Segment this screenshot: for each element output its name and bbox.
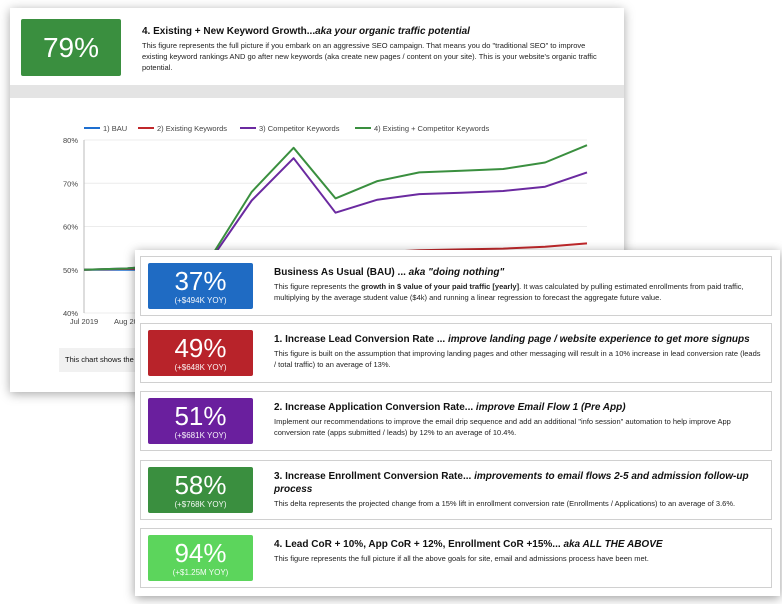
scenario-row-enrollment-conversion: 58% (+$768K YOY) 3. Increase Enrollment … <box>140 460 772 520</box>
scenario-title-main: 1. Increase Lead Conversion Rate ... <box>274 334 448 345</box>
scenario-text: 2. Increase Application Conversion Rate.… <box>274 401 764 438</box>
x-tick-label: Jul 2019 <box>70 317 98 326</box>
y-tick-label: 80% <box>63 136 78 145</box>
legend-label: 4) Existing + Competitor Keywords <box>374 124 490 133</box>
percent-badge: 79% <box>21 19 121 76</box>
percent-badge: 58% (+$768K YOY) <box>148 467 253 513</box>
scenario-title-emphasis: improve landing page / website experienc… <box>447 334 750 345</box>
scenario-row-lead-conversion: 49% (+$648K YOY) 1. Increase Lead Conver… <box>140 323 772 383</box>
scenario-title-main: 3. Increase Enrollment Conversion Rate..… <box>274 471 475 482</box>
scenario-title: 4. Lead CoR + 10%, App CoR + 12%, Enroll… <box>274 538 764 551</box>
scenario-title-main: 4. Lead CoR + 10%, App CoR + 12%, Enroll… <box>274 539 564 550</box>
scenario-description: This figure represents the full picture … <box>274 554 649 563</box>
scenario-title-main: 2. Increase Application Conversion Rate.… <box>274 402 476 413</box>
scenario-title-emphasis: aka ALL THE ABOVE <box>563 539 663 550</box>
scenario-description: This figure represents the growth in $ v… <box>274 281 764 303</box>
percent-value: 49% <box>174 333 227 363</box>
y-tick-label: 60% <box>63 223 78 232</box>
divider-strip <box>10 85 624 98</box>
scenario-row-all-above: 94% (+$1.25M YOY) 4. Lead CoR + 10%, App… <box>140 528 772 588</box>
scenario-row-bau: 37% (+$494K YOY) Business As Usual (BAU)… <box>140 256 772 316</box>
scenario-title: Business As Usual (BAU) ... aka "doing n… <box>274 266 764 279</box>
scenario-text: 1. Increase Lead Conversion Rate ... imp… <box>274 333 764 370</box>
legend-label: 1) BAU <box>103 124 127 133</box>
yoy-value: (+$494K YOY) <box>174 296 227 305</box>
card-header: 79% 4. Existing + New Keyword Growth...a… <box>10 8 624 86</box>
percent-value: 79% <box>42 32 100 63</box>
yoy-value: (+$681K YOY) <box>174 431 227 440</box>
percent-badge: 37% (+$494K YOY) <box>148 263 253 309</box>
x-tick-label: Aug 20 <box>114 317 138 326</box>
scenario-title-emphasis: aka "doing nothing" <box>408 267 505 278</box>
yoy-value: (+$1.25M YOY) <box>172 568 229 577</box>
scenario-title: 1. Increase Lead Conversion Rate ... imp… <box>274 333 764 346</box>
scenario-title-main: Business As Usual (BAU) ... <box>274 267 409 278</box>
percent-value: 51% <box>174 401 227 431</box>
scenario-row-application-conversion: 51% (+$681K YOY) 2. Increase Application… <box>140 391 772 451</box>
scenario-description: This delta represents the projected chan… <box>274 499 736 508</box>
legend-label: 3) Competitor Keywords <box>259 124 340 133</box>
scenario-description: This figure is built on the assumption t… <box>274 349 761 369</box>
yoy-value: (+$648K YOY) <box>174 363 227 372</box>
yoy-value: (+$768K YOY) <box>174 500 227 509</box>
percent-value: 94% <box>174 538 227 568</box>
card-title-main: 4. Existing + New Keyword Growth... <box>142 26 316 37</box>
percent-value: 37% <box>174 266 227 296</box>
scenario-title: 2. Increase Application Conversion Rate.… <box>274 401 764 414</box>
card-text: 4. Existing + New Keyword Growth...aka y… <box>142 25 612 73</box>
desc-part: . It was calculated by pulling estimated… <box>274 282 744 302</box>
y-tick-label: 50% <box>63 266 78 275</box>
scenario-text: 3. Increase Enrollment Conversion Rate..… <box>274 470 764 509</box>
scenarios-panel: 37% (+$494K YOY) Business As Usual (BAU)… <box>135 250 780 596</box>
card-description: This figure represents the full picture … <box>142 41 597 72</box>
percent-value: 58% <box>174 470 227 500</box>
percent-badge: 94% (+$1.25M YOY) <box>148 535 253 581</box>
percent-badge: 49% (+$648K YOY) <box>148 330 253 376</box>
legend-label: 2) Existing Keywords <box>157 124 227 133</box>
desc-bold: growth in $ value of your paid traffic [… <box>361 282 520 291</box>
y-tick-label: 40% <box>63 309 78 318</box>
scenario-text: Business As Usual (BAU) ... aka "doing n… <box>274 266 764 303</box>
scenario-title-emphasis: improve Email Flow 1 (Pre App) <box>475 402 626 413</box>
card-title-emphasis: aka your organic traffic potential <box>315 26 470 37</box>
desc-part: This figure represents the <box>274 282 362 291</box>
scenario-description: Implement our recommendations to improve… <box>274 417 731 437</box>
scenario-text: 4. Lead CoR + 10%, App CoR + 12%, Enroll… <box>274 538 764 564</box>
percent-badge: 51% (+$681K YOY) <box>148 398 253 444</box>
scenario-title: 3. Increase Enrollment Conversion Rate..… <box>274 470 764 496</box>
card-title: 4. Existing + New Keyword Growth...aka y… <box>142 25 612 38</box>
y-tick-label: 70% <box>63 179 78 188</box>
scenario-title-emphasis: improvements to email flows 2-5 and admi… <box>274 471 749 495</box>
